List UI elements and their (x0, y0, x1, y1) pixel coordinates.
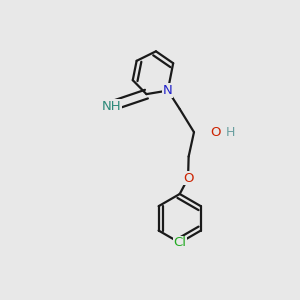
Text: H: H (226, 126, 235, 139)
Text: N: N (163, 84, 173, 97)
Text: O: O (183, 172, 193, 185)
Text: O: O (210, 126, 220, 139)
Text: NH: NH (101, 100, 121, 112)
Text: Cl: Cl (173, 236, 186, 249)
